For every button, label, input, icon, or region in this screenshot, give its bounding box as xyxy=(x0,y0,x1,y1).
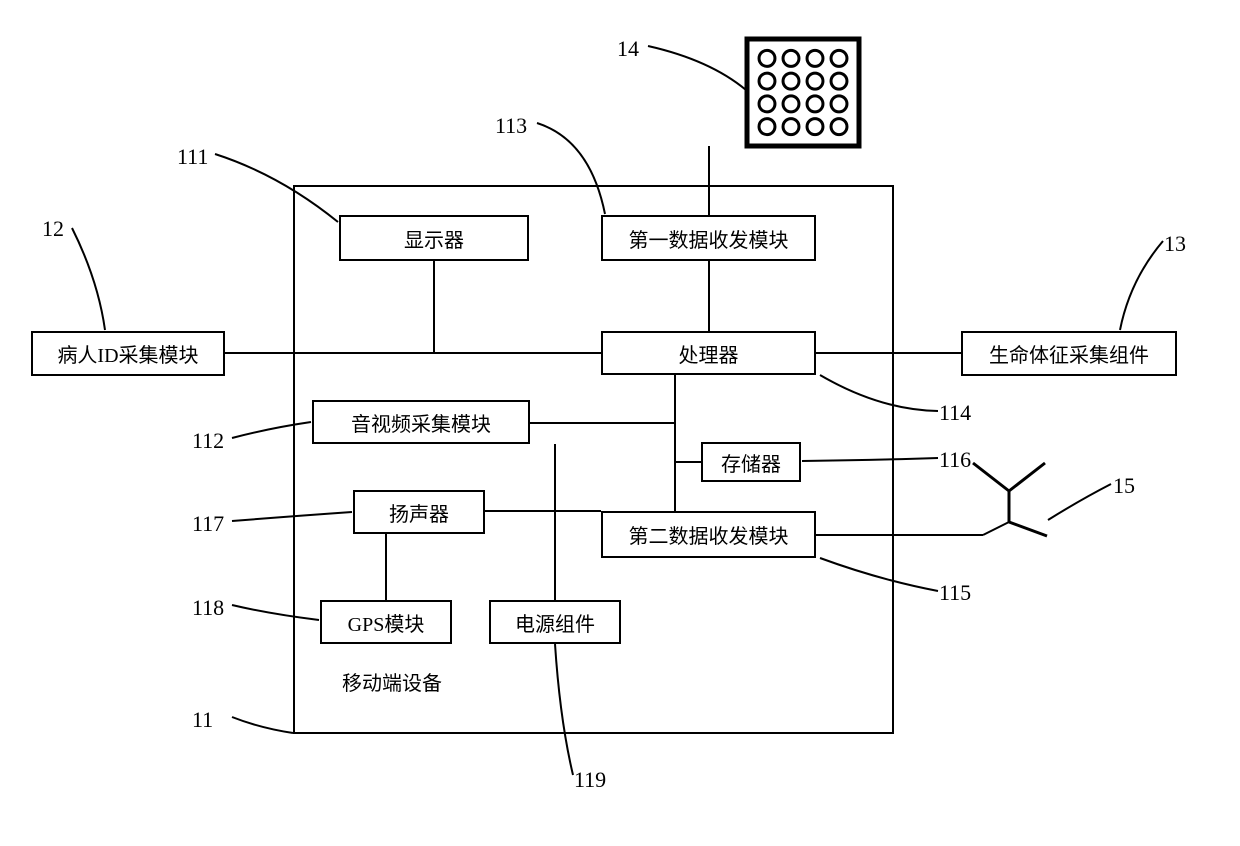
av-capture-block: 音视频采集模块 xyxy=(312,400,530,444)
label-11: 11 xyxy=(192,707,213,733)
speaker-label: 扬声器 xyxy=(389,498,449,527)
power-block: 电源组件 xyxy=(489,600,621,644)
data-trx-1-label: 第一数据收发模块 xyxy=(629,224,789,253)
processor-block: 处理器 xyxy=(601,331,816,375)
label-113: 113 xyxy=(495,113,527,139)
label-111: 111 xyxy=(177,144,208,170)
label-118: 118 xyxy=(192,595,224,621)
display-block: 显示器 xyxy=(339,215,529,261)
processor-label: 处理器 xyxy=(679,339,739,368)
storage-block: 存储器 xyxy=(701,442,801,482)
label-112: 112 xyxy=(192,428,224,454)
av-capture-label: 音视频采集模块 xyxy=(351,408,491,437)
device-caption: 移动端设备 xyxy=(342,667,442,696)
data-trx-2-block: 第二数据收发模块 xyxy=(601,511,816,558)
speaker-block: 扬声器 xyxy=(353,490,485,534)
patient-id-label: 病人ID采集模块 xyxy=(57,339,198,368)
label-15: 15 xyxy=(1113,473,1135,499)
patient-id-block: 病人ID采集模块 xyxy=(31,331,225,376)
label-114: 114 xyxy=(939,400,971,426)
label-12: 12 xyxy=(42,216,64,242)
label-13: 13 xyxy=(1164,231,1186,257)
label-115: 115 xyxy=(939,580,971,606)
label-116: 116 xyxy=(939,447,971,473)
device-container xyxy=(293,185,894,734)
data-trx-2-label: 第二数据收发模块 xyxy=(629,520,789,549)
power-label: 电源组件 xyxy=(515,608,595,637)
gps-label: GPS模块 xyxy=(348,608,425,637)
vital-signs-label: 生命体征采集组件 xyxy=(989,339,1149,368)
label-14: 14 xyxy=(617,36,639,62)
label-117: 117 xyxy=(192,511,224,537)
display-label: 显示器 xyxy=(404,224,464,253)
label-119: 119 xyxy=(574,767,606,793)
data-trx-1-block: 第一数据收发模块 xyxy=(601,215,816,261)
storage-label: 存储器 xyxy=(721,448,781,477)
vital-signs-block: 生命体征采集组件 xyxy=(961,331,1177,376)
gps-block: GPS模块 xyxy=(320,600,452,644)
